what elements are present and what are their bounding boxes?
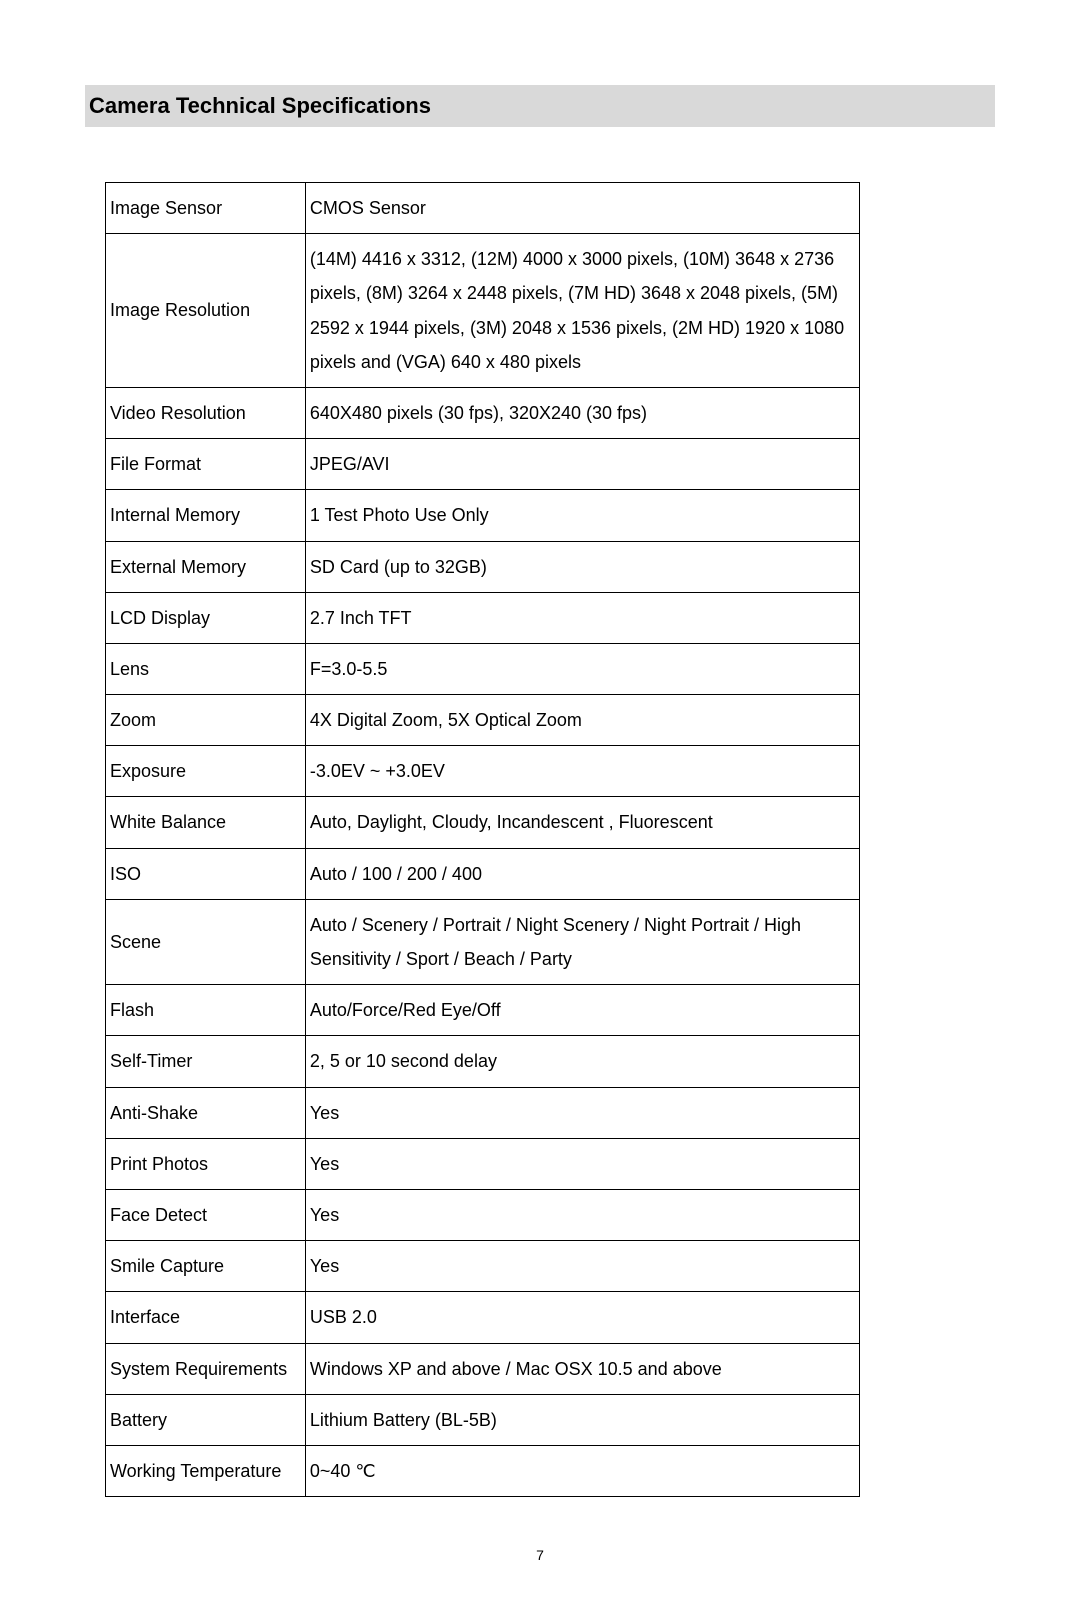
spec-label: Working Temperature [106, 1445, 306, 1496]
spec-value: Auto / Scenery / Portrait / Night Scener… [305, 899, 859, 984]
table-row: Working Temperature0~40 ℃ [106, 1445, 860, 1496]
table-row: File FormatJPEG/AVI [106, 439, 860, 490]
spec-value: SD Card (up to 32GB) [305, 541, 859, 592]
spec-value: 0~40 ℃ [305, 1445, 859, 1496]
spec-label: Anti-Shake [106, 1087, 306, 1138]
spec-value: Lithium Battery (BL-5B) [305, 1394, 859, 1445]
table-row: BatteryLithium Battery (BL-5B) [106, 1394, 860, 1445]
table-row: Anti-ShakeYes [106, 1087, 860, 1138]
spec-value: CMOS Sensor [305, 183, 859, 234]
spec-label: LCD Display [106, 592, 306, 643]
spec-label: File Format [106, 439, 306, 490]
table-row: ISOAuto / 100 / 200 / 400 [106, 848, 860, 899]
spec-table: Image SensorCMOS SensorImage Resolution(… [105, 182, 860, 1497]
spec-label: Image Sensor [106, 183, 306, 234]
spec-value: Auto, Daylight, Cloudy, Incandescent , F… [305, 797, 859, 848]
spec-value: 1 Test Photo Use Only [305, 490, 859, 541]
spec-label: Scene [106, 899, 306, 984]
table-row: Print PhotosYes [106, 1138, 860, 1189]
section-title-bar: Camera Technical Specifications [85, 85, 995, 127]
spec-label: Internal Memory [106, 490, 306, 541]
table-row: SceneAuto / Scenery / Portrait / Night S… [106, 899, 860, 984]
spec-label: System Requirements [106, 1343, 306, 1394]
table-row: Face DetectYes [106, 1189, 860, 1240]
table-row: Image Resolution(14M) 4416 x 3312, (12M)… [106, 234, 860, 388]
spec-value: Windows XP and above / Mac OSX 10.5 and … [305, 1343, 859, 1394]
spec-label: Image Resolution [106, 234, 306, 388]
spec-value: (14M) 4416 x 3312, (12M) 4000 x 3000 pix… [305, 234, 859, 388]
table-row: Internal Memory1 Test Photo Use Only [106, 490, 860, 541]
spec-value: USB 2.0 [305, 1292, 859, 1343]
spec-value: Yes [305, 1138, 859, 1189]
section-title: Camera Technical Specifications [89, 93, 431, 118]
spec-value: 2, 5 or 10 second delay [305, 1036, 859, 1087]
table-row: Zoom4X Digital Zoom, 5X Optical Zoom [106, 695, 860, 746]
spec-label: White Balance [106, 797, 306, 848]
spec-value: Auto/Force/Red Eye/Off [305, 985, 859, 1036]
table-row: FlashAuto/Force/Red Eye/Off [106, 985, 860, 1036]
spec-label: Face Detect [106, 1189, 306, 1240]
spec-label: Interface [106, 1292, 306, 1343]
spec-value: 2.7 Inch TFT [305, 592, 859, 643]
table-row: LCD Display2.7 Inch TFT [106, 592, 860, 643]
table-row: Video Resolution640X480 pixels (30 fps),… [106, 387, 860, 438]
spec-value: Yes [305, 1087, 859, 1138]
spec-table-body: Image SensorCMOS SensorImage Resolution(… [106, 183, 860, 1497]
table-row: Self-Timer2, 5 or 10 second delay [106, 1036, 860, 1087]
spec-label: Battery [106, 1394, 306, 1445]
spec-value: Auto / 100 / 200 / 400 [305, 848, 859, 899]
spec-value: Yes [305, 1189, 859, 1240]
spec-label: Exposure [106, 746, 306, 797]
table-row: System RequirementsWindows XP and above … [106, 1343, 860, 1394]
spec-value: 640X480 pixels (30 fps), 320X240 (30 fps… [305, 387, 859, 438]
table-row: Image SensorCMOS Sensor [106, 183, 860, 234]
spec-label: Print Photos [106, 1138, 306, 1189]
spec-label: Smile Capture [106, 1241, 306, 1292]
spec-label: Video Resolution [106, 387, 306, 438]
spec-value: JPEG/AVI [305, 439, 859, 490]
table-row: Exposure-3.0EV ~ +3.0EV [106, 746, 860, 797]
spec-label: External Memory [106, 541, 306, 592]
spec-value: 4X Digital Zoom, 5X Optical Zoom [305, 695, 859, 746]
page-number: 7 [85, 1547, 995, 1563]
table-row: InterfaceUSB 2.0 [106, 1292, 860, 1343]
table-row: White BalanceAuto, Daylight, Cloudy, Inc… [106, 797, 860, 848]
table-row: External MemorySD Card (up to 32GB) [106, 541, 860, 592]
spec-value: F=3.0-5.5 [305, 643, 859, 694]
spec-label: ISO [106, 848, 306, 899]
table-row: LensF=3.0-5.5 [106, 643, 860, 694]
spec-label: Lens [106, 643, 306, 694]
spec-label: Flash [106, 985, 306, 1036]
spec-value: -3.0EV ~ +3.0EV [305, 746, 859, 797]
spec-value: Yes [305, 1241, 859, 1292]
table-row: Smile CaptureYes [106, 1241, 860, 1292]
spec-label: Zoom [106, 695, 306, 746]
spec-label: Self-Timer [106, 1036, 306, 1087]
